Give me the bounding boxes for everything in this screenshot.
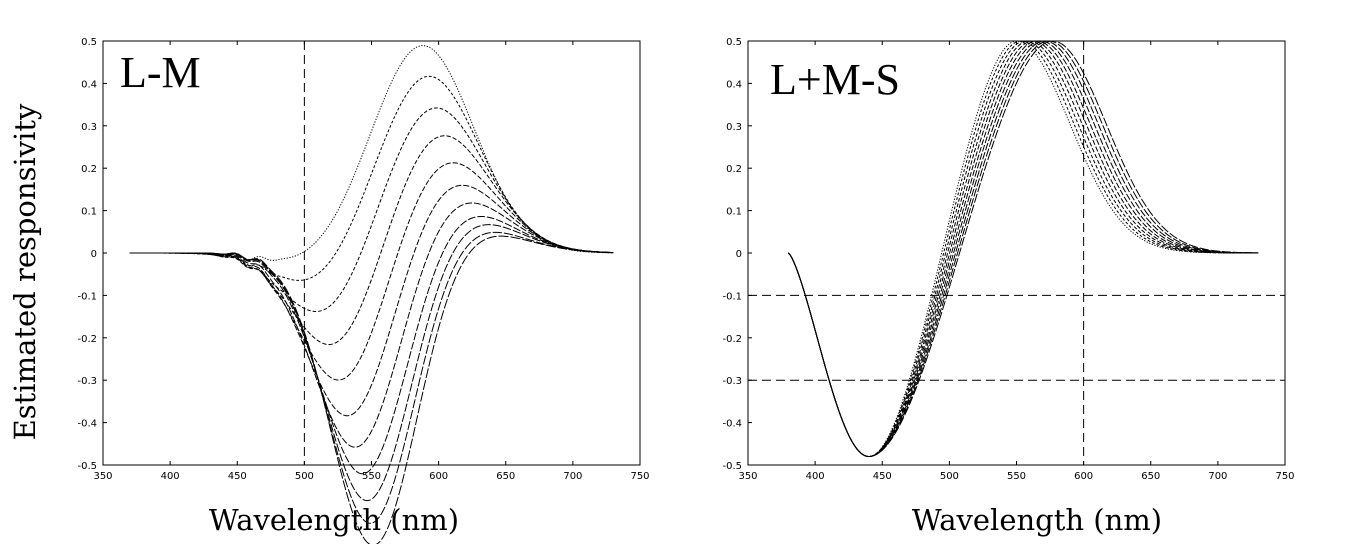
ref-lines-right — [748, 41, 1285, 465]
y-tick-label-left-1: 0.4 — [81, 79, 97, 90]
curve-left-6 — [129, 184, 614, 417]
curves-left — [129, 45, 614, 544]
x-tick-label-right-550: 550 — [1007, 471, 1026, 482]
x-tick-label-left-650: 650 — [496, 471, 515, 482]
y-tick-label-right-10: -0.5 — [722, 461, 742, 472]
x-tick-label-left-400: 400 — [161, 471, 180, 482]
x-tick-label-left-450: 450 — [228, 471, 247, 482]
y-tick-label-left-3: 0.2 — [81, 164, 97, 175]
x-tick-label-right-400: 400 — [806, 471, 825, 482]
x-tick-label-left-350: 350 — [93, 471, 112, 482]
x-tick-label-left-500: 500 — [295, 471, 314, 482]
curve-left-11 — [129, 235, 614, 544]
x-tick-label-left-550: 550 — [362, 471, 381, 482]
x-tick-label-left-700: 700 — [563, 471, 582, 482]
y-tick-label-right-4: 0.1 — [726, 207, 742, 218]
curve-left-3 — [129, 107, 614, 312]
y-tick-label-right-5: 0 — [736, 249, 742, 260]
x-axis-title-left: Wavelength (nm) — [209, 503, 459, 537]
y-tick-label-right-2: 0.3 — [726, 122, 742, 133]
x-tick-label-right-350: 350 — [738, 471, 757, 482]
y-tick-label-left-9: -0.4 — [77, 419, 97, 430]
y-tick-label-left-4: 0.1 — [81, 207, 97, 218]
x-tick-label-right-700: 700 — [1208, 471, 1227, 482]
curve-left-7 — [129, 202, 614, 448]
x-tick-label-right-750: 750 — [1275, 471, 1294, 482]
curve-left-5 — [129, 162, 614, 381]
curve-left-9 — [129, 224, 614, 502]
x-tick-label-left-750: 750 — [630, 471, 649, 482]
x-axis-title-right: Wavelength (nm) — [912, 503, 1162, 537]
y-tick-label-left-8: -0.3 — [77, 376, 97, 387]
curve-left-1 — [129, 45, 614, 261]
x-tick-label-right-450: 450 — [873, 471, 892, 482]
panel-right: L+M-S Wavelength (nm) 350 400 450 500 550 600… — [722, 37, 1294, 537]
panel-label-left: L-M — [120, 48, 201, 97]
ticks-left: 350 400 450 500 550 600 650 700 750 0.5 0.4 0.3 0.2 0… — [77, 37, 649, 482]
x-tick-label-right-500: 500 — [940, 471, 959, 482]
y-tick-label-right-0: 0.5 — [726, 37, 742, 48]
y-tick-label-left-0: 0.5 — [81, 37, 97, 48]
y-axis-title: Estimated responsivity — [8, 103, 42, 440]
panel-left: L-M Wavelength (nm) 350 400 450 500 550 600 65… — [77, 37, 650, 544]
curve-left-8 — [129, 215, 614, 475]
y-tick-label-left-7: -0.2 — [77, 334, 97, 345]
curve-right-1 — [787, 40, 1259, 458]
x-tick-label-right-650: 650 — [1141, 471, 1160, 482]
y-tick-label-left-2: 0.3 — [81, 122, 97, 133]
y-tick-label-right-1: 0.4 — [726, 79, 742, 90]
curve-right-10 — [787, 40, 1259, 458]
y-tick-label-left-5: 0 — [91, 249, 97, 260]
curve-left-2 — [129, 75, 614, 281]
x-tick-label-left-600: 600 — [429, 471, 448, 482]
y-tick-label-right-9: -0.4 — [722, 419, 742, 430]
ticks-right: 350 400 450 500 550 600 650 700 750 0.5 0.4 0.3 0.2 0… — [722, 37, 1294, 482]
x-tick-label-right-600: 600 — [1074, 471, 1093, 482]
y-tick-label-left-6: -0.1 — [77, 291, 97, 302]
y-tick-label-left-10: -0.5 — [77, 461, 97, 472]
panel-label-right: L+M-S — [770, 55, 900, 104]
y-tick-label-right-7: -0.2 — [722, 334, 742, 345]
y-tick-label-right-8: -0.3 — [722, 376, 742, 387]
y-tick-label-right-6: -0.1 — [722, 291, 742, 302]
curves-right — [787, 40, 1259, 458]
y-tick-label-right-3: 0.2 — [726, 164, 742, 175]
